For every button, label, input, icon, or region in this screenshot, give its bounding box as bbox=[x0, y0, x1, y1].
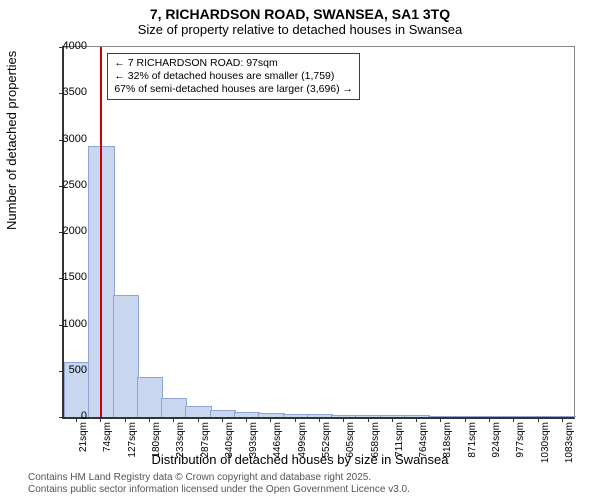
x-tick-label: 1030sqm bbox=[540, 422, 551, 463]
x-tick-mark bbox=[149, 417, 150, 422]
x-tick-label: 764sqm bbox=[418, 422, 429, 458]
x-tick-label: 605sqm bbox=[345, 422, 356, 458]
histogram-bar bbox=[380, 415, 406, 417]
histogram-bar bbox=[137, 377, 163, 417]
histogram-bar bbox=[428, 416, 454, 417]
x-tick-label: 127sqm bbox=[127, 422, 138, 458]
histogram-bar bbox=[477, 416, 503, 417]
histogram-bar bbox=[404, 415, 430, 417]
y-tick-label: 2000 bbox=[47, 225, 87, 237]
x-tick-mark bbox=[246, 417, 247, 422]
y-tick-label: 1000 bbox=[47, 318, 87, 330]
annotation-line: ← 7 RICHARDSON ROAD: 97sqm bbox=[114, 57, 353, 70]
y-tick-label: 2500 bbox=[47, 179, 87, 191]
y-tick-label: 500 bbox=[47, 364, 87, 376]
histogram-bar bbox=[355, 415, 381, 417]
x-tick-label: 499sqm bbox=[297, 422, 308, 458]
plot-area: ← 7 RICHARDSON ROAD: 97sqm ← 32% of deta… bbox=[62, 46, 575, 419]
annotation-line: ← 32% of detached houses are smaller (1,… bbox=[114, 70, 353, 83]
x-tick-label: 871sqm bbox=[467, 422, 478, 458]
x-tick-mark bbox=[198, 417, 199, 422]
x-tick-label: 287sqm bbox=[200, 422, 211, 458]
x-tick-mark bbox=[416, 417, 417, 422]
x-tick-mark bbox=[538, 417, 539, 422]
x-tick-mark bbox=[368, 417, 369, 422]
x-tick-mark bbox=[392, 417, 393, 422]
x-tick-label: 393sqm bbox=[248, 422, 259, 458]
x-tick-mark bbox=[125, 417, 126, 422]
x-tick-label: 924sqm bbox=[491, 422, 502, 458]
histogram-bar bbox=[113, 295, 139, 417]
y-tick-label: 1500 bbox=[47, 271, 87, 283]
y-tick-label: 0 bbox=[47, 410, 87, 422]
histogram-bar bbox=[501, 416, 527, 417]
chart-subtitle: Size of property relative to detached ho… bbox=[0, 22, 600, 41]
x-tick-label: 74sqm bbox=[102, 422, 113, 452]
histogram-bar bbox=[453, 416, 479, 417]
x-tick-label: 818sqm bbox=[442, 422, 453, 458]
x-tick-label: 180sqm bbox=[151, 422, 162, 458]
histogram-bar bbox=[161, 398, 187, 417]
x-tick-mark bbox=[319, 417, 320, 422]
annotation-box: ← 7 RICHARDSON ROAD: 97sqm ← 32% of deta… bbox=[107, 53, 360, 100]
annotation-line: 67% of semi-detached houses are larger (… bbox=[114, 83, 353, 96]
x-tick-label: 233sqm bbox=[175, 422, 186, 458]
x-tick-label: 552sqm bbox=[321, 422, 332, 458]
x-tick-label: 21sqm bbox=[78, 422, 89, 452]
x-tick-label: 658sqm bbox=[370, 422, 381, 458]
histogram-bar bbox=[283, 414, 309, 417]
x-tick-label: 340sqm bbox=[224, 422, 235, 458]
y-tick-label: 3500 bbox=[47, 86, 87, 98]
x-tick-mark bbox=[489, 417, 490, 422]
histogram-bar bbox=[210, 410, 236, 417]
y-tick-label: 3000 bbox=[47, 133, 87, 145]
x-tick-label: 446sqm bbox=[272, 422, 283, 458]
x-tick-label: 1083sqm bbox=[564, 422, 575, 463]
chart-title: 7, RICHARDSON ROAD, SWANSEA, SA1 3TQ bbox=[0, 0, 600, 22]
footer-attribution: Contains HM Land Registry data © Crown c… bbox=[28, 472, 410, 496]
histogram-bar bbox=[525, 416, 551, 417]
chart-container: 7, RICHARDSON ROAD, SWANSEA, SA1 3TQ Siz… bbox=[0, 0, 600, 500]
histogram-bar bbox=[307, 414, 333, 417]
footer-line: Contains HM Land Registry data © Crown c… bbox=[28, 472, 410, 484]
x-tick-label: 977sqm bbox=[515, 422, 526, 458]
x-tick-mark bbox=[295, 417, 296, 422]
x-tick-mark bbox=[465, 417, 466, 422]
histogram-bar bbox=[550, 416, 576, 417]
y-tick-label: 4000 bbox=[47, 40, 87, 52]
histogram-bar bbox=[331, 415, 357, 417]
x-tick-label: 711sqm bbox=[394, 422, 405, 457]
footer-line: Contains public sector information licen… bbox=[28, 484, 410, 496]
x-tick-mark bbox=[222, 417, 223, 422]
histogram-bar bbox=[258, 413, 284, 417]
x-tick-mark bbox=[562, 417, 563, 422]
histogram-bar bbox=[234, 412, 260, 417]
histogram-bar bbox=[185, 406, 211, 417]
y-axis-label: Number of detached properties bbox=[4, 51, 19, 230]
reference-marker-line bbox=[100, 47, 102, 417]
